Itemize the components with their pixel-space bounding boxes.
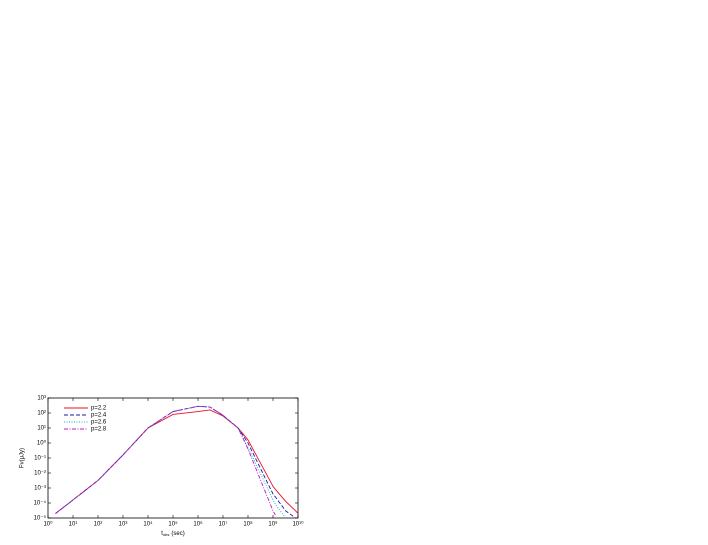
x-tick-label: 10⁰ [43,521,53,528]
series-line [55,405,276,516]
y-axis-label: Fν(μJy) [20,448,26,468]
x-axis-label: tobs (sec) [161,531,184,537]
x-tick-label: 10¹ [69,522,78,528]
legend-label: p=2.2 [91,406,107,412]
y-tick-label: 10⁰ [37,440,47,447]
x-label-unit: (sec) [171,531,184,537]
y-tick-label: 10¹ [37,426,46,432]
x-tick-label: 10³ [119,522,128,528]
y-tick-label: 10³ [37,396,46,402]
y-tick-label: 10⁻³ [34,486,46,492]
x-tick-label: 10⁴ [143,521,153,528]
legend-label: p=2.4 [91,413,107,419]
legend-label: p=2.6 [91,420,107,426]
x-tick-label: 10² [94,522,103,528]
series-line [55,409,299,514]
x-label-sub: obs [163,532,169,537]
x-tick-label: 10⁷ [219,521,228,528]
x-tick-label: 10⁶ [193,521,203,528]
y-tick-label: 10⁻⁵ [34,515,47,522]
x-tick-label: 10¹⁰ [292,521,304,528]
x-tick-label: 10⁵ [168,521,178,528]
x-tick-label: 10⁹ [268,521,278,528]
plot-frame [47,397,299,519]
y-tick-label: 10² [37,411,46,417]
y-tick-label: 10⁻² [34,471,46,477]
legend-label: p=2.8 [91,427,107,433]
x-label-main: t [161,531,163,537]
y-tick-label: 10⁻⁴ [34,500,47,507]
x-tick-label: 10⁸ [243,521,253,528]
y-tick-label: 10⁻¹ [34,456,46,462]
